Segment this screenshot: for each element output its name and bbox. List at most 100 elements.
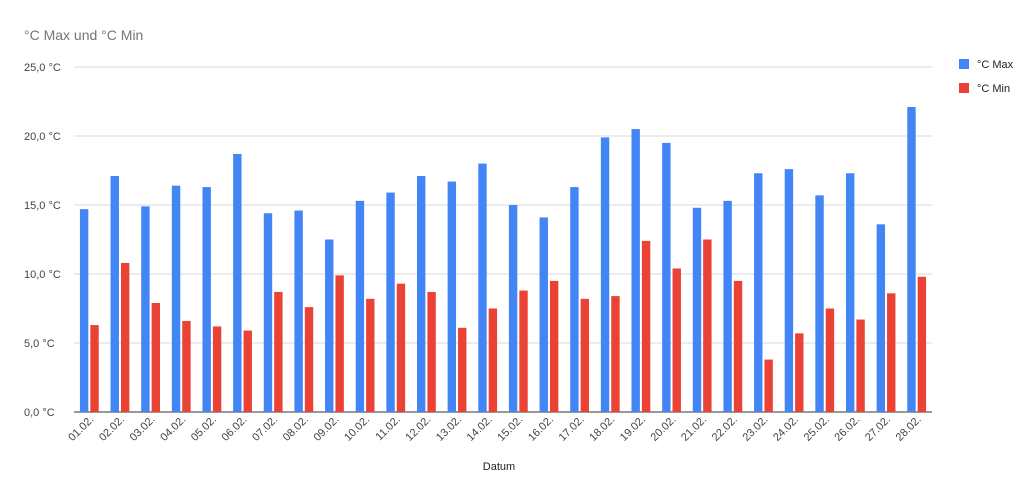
bar-min[interactable] xyxy=(887,293,896,412)
bar-min[interactable] xyxy=(856,319,865,412)
bar-max[interactable] xyxy=(723,200,732,412)
bar-min[interactable] xyxy=(733,280,743,412)
bar-max[interactable] xyxy=(845,173,855,412)
x-tick-label: 28.02. xyxy=(894,414,924,444)
legend-label: °C Min xyxy=(977,83,1010,95)
bar-min[interactable] xyxy=(304,307,314,412)
bar-max[interactable] xyxy=(386,192,395,412)
bar-min[interactable] xyxy=(427,291,436,412)
x-tick-label: 24.02. xyxy=(771,414,801,444)
bar-min[interactable] xyxy=(396,283,406,412)
bar-max[interactable] xyxy=(907,107,916,413)
bar-min[interactable] xyxy=(549,280,559,412)
bar-max[interactable] xyxy=(110,176,119,412)
x-tick-label: 22.02. xyxy=(710,414,740,444)
bar-min[interactable] xyxy=(641,240,651,412)
x-tick-label: 26.02. xyxy=(832,414,862,444)
bar-min[interactable] xyxy=(703,239,712,413)
bar-min[interactable] xyxy=(458,327,467,412)
y-tick-label: 20,0 °C xyxy=(24,131,61,143)
legend-swatch xyxy=(959,83,969,93)
bar-max[interactable] xyxy=(141,206,150,412)
x-tick-label: 05.02. xyxy=(189,414,219,444)
x-tick-label: 18.02. xyxy=(587,414,617,444)
x-tick-label: 03.02. xyxy=(128,414,158,444)
bar-min[interactable] xyxy=(580,298,590,412)
bar-min[interactable] xyxy=(274,291,283,412)
bar-max[interactable] xyxy=(416,176,426,412)
bar-max[interactable] xyxy=(692,207,702,412)
bar-max[interactable] xyxy=(631,129,640,412)
bar-max[interactable] xyxy=(79,209,89,412)
y-tick-label: 0,0 °C xyxy=(24,407,55,419)
chart-title: °C Max und °C Min xyxy=(24,27,143,43)
bar-max[interactable] xyxy=(815,195,824,412)
x-axis-label: Datum xyxy=(483,461,515,473)
bar-min[interactable] xyxy=(335,275,344,412)
bar-min[interactable] xyxy=(120,262,130,412)
bar-max[interactable] xyxy=(233,153,242,412)
y-tick-label: 15,0 °C xyxy=(24,200,61,212)
bar-min[interactable] xyxy=(488,308,498,413)
legend[interactable]: °C Max °C Min xyxy=(959,59,1014,95)
bar-max[interactable] xyxy=(294,210,303,412)
x-tick-label: 01.02. xyxy=(66,414,96,444)
bar-min[interactable] xyxy=(825,308,835,413)
bar-min[interactable] xyxy=(182,320,191,412)
bar-min[interactable] xyxy=(672,268,681,412)
x-tick-label: 17.02. xyxy=(557,414,587,444)
bar-min[interactable] xyxy=(366,298,375,412)
x-tick-label: 20.02. xyxy=(649,414,679,444)
bars xyxy=(79,107,927,413)
x-tick-label: 07.02. xyxy=(250,414,280,444)
bar-min[interactable] xyxy=(795,333,804,412)
x-tick-label: 21.02. xyxy=(679,414,709,444)
bar-max[interactable] xyxy=(202,187,211,412)
x-tick-label: 27.02. xyxy=(863,414,893,444)
bar-min[interactable] xyxy=(611,296,620,412)
bar-max[interactable] xyxy=(447,181,457,412)
bar-max[interactable] xyxy=(263,213,273,412)
x-tick-label: 02.02. xyxy=(97,414,127,444)
bar-max[interactable] xyxy=(754,173,763,412)
x-tick-label: 08.02. xyxy=(281,414,311,444)
bar-min[interactable] xyxy=(151,302,161,412)
bar-min[interactable] xyxy=(212,326,222,412)
x-tick-label: 06.02. xyxy=(220,414,250,444)
bar-max[interactable] xyxy=(539,217,548,412)
x-tick-label: 09.02. xyxy=(311,414,341,444)
x-tick-label: 19.02. xyxy=(618,414,648,444)
x-tick-label: 10.02. xyxy=(342,414,372,444)
bar-max[interactable] xyxy=(478,163,487,412)
x-tick-label: 16.02. xyxy=(526,414,556,444)
bar-max[interactable] xyxy=(876,224,886,412)
bar-min[interactable] xyxy=(243,330,252,412)
x-tick-label: 15.02. xyxy=(495,414,525,444)
bar-max[interactable] xyxy=(662,142,671,412)
bar-min[interactable] xyxy=(519,290,528,412)
x-tick-label: 12.02. xyxy=(403,414,433,444)
x-tick-label: 11.02. xyxy=(373,414,403,444)
bar-min[interactable] xyxy=(90,325,99,412)
bar-max[interactable] xyxy=(508,205,518,412)
legend-label: °C Max xyxy=(977,59,1014,71)
y-tick-label: 10,0 °C xyxy=(24,269,61,281)
y-tick-label: 5,0 °C xyxy=(24,338,55,350)
bar-max[interactable] xyxy=(600,137,610,412)
bar-min[interactable] xyxy=(764,359,773,412)
y-tick-label: 25,0 °C xyxy=(24,62,61,74)
bar-max[interactable] xyxy=(171,185,181,412)
x-tick-label: 13.02. xyxy=(434,414,464,444)
bar-max[interactable] xyxy=(325,239,334,413)
x-tick-label: 04.02. xyxy=(158,414,188,444)
bar-max[interactable] xyxy=(784,169,794,412)
x-tick-label: 25.02. xyxy=(802,414,832,444)
bar-min[interactable] xyxy=(917,276,927,412)
bar-max[interactable] xyxy=(570,187,579,412)
bar-max[interactable] xyxy=(355,200,365,412)
legend-swatch xyxy=(959,59,969,69)
x-tick-labels: 01.02. 02.02. 03.02. 04.02. 05.02. 06.02. 07.0… xyxy=(66,414,923,444)
x-tick-label: 14.02. xyxy=(465,414,495,444)
x-tick-label: 23.02. xyxy=(740,414,770,444)
